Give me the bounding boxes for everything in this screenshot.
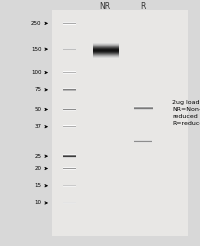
Text: 150: 150 [31,47,42,52]
Bar [93,44,119,45]
Text: 20: 20 [35,166,42,171]
Text: 50: 50 [35,107,42,112]
Text: 250: 250 [31,21,42,26]
Bar [93,49,119,50]
Bar [93,56,119,57]
Bar [93,57,119,58]
Text: NR: NR [99,2,111,11]
Bar [93,53,119,54]
Bar [93,45,119,46]
Text: 15: 15 [35,183,42,188]
Bar [93,50,119,51]
Text: 25: 25 [35,154,42,159]
Text: 100: 100 [31,70,42,75]
Text: 10: 10 [35,200,42,205]
Bar [93,51,119,52]
Bar [52,10,188,236]
Bar [93,46,119,47]
Bar [93,43,119,44]
Bar [93,47,119,48]
Bar [93,52,119,53]
Text: 75: 75 [35,87,42,92]
Bar [93,48,119,49]
Text: 37: 37 [35,124,42,129]
Text: 2ug loading
NR=Non-
reduced
R=reduced: 2ug loading NR=Non- reduced R=reduced [172,100,200,126]
Text: R: R [140,2,146,11]
Bar [93,54,119,55]
Bar [93,55,119,56]
